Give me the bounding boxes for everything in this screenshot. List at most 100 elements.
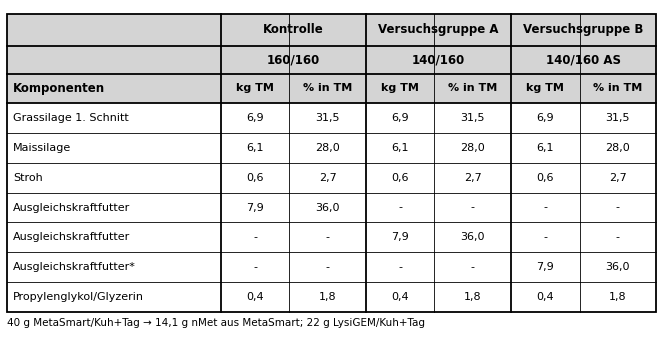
- Bar: [7, 252, 221, 282]
- Text: 36,0: 36,0: [461, 232, 485, 243]
- Text: 31,5: 31,5: [315, 113, 340, 123]
- Text: 28,0: 28,0: [605, 143, 630, 153]
- Text: -: -: [616, 232, 619, 243]
- Bar: [289, 282, 366, 312]
- Bar: [289, 193, 366, 222]
- Text: 1,8: 1,8: [609, 292, 627, 302]
- Text: -: -: [398, 262, 402, 272]
- Text: 0,6: 0,6: [536, 172, 554, 183]
- Text: 6,1: 6,1: [246, 143, 264, 153]
- Bar: [434, 252, 511, 282]
- Text: -: -: [253, 232, 257, 243]
- Bar: [366, 133, 434, 163]
- Text: -: -: [326, 262, 330, 272]
- Bar: [511, 74, 579, 103]
- Text: 28,0: 28,0: [460, 143, 485, 153]
- Bar: [511, 163, 579, 193]
- Bar: [511, 193, 579, 222]
- Text: 0,6: 0,6: [391, 172, 409, 183]
- Bar: [434, 193, 511, 222]
- Text: 31,5: 31,5: [606, 113, 630, 123]
- Text: 0,4: 0,4: [391, 292, 409, 302]
- Bar: [221, 133, 289, 163]
- Bar: [434, 163, 511, 193]
- Bar: [221, 74, 289, 103]
- Bar: [434, 103, 511, 133]
- Text: 6,9: 6,9: [246, 113, 264, 123]
- Bar: [579, 193, 656, 222]
- Bar: [434, 133, 511, 163]
- Bar: [366, 163, 434, 193]
- Text: -: -: [543, 232, 547, 243]
- Bar: [579, 133, 656, 163]
- Text: -: -: [543, 203, 547, 212]
- Bar: [7, 282, 221, 312]
- Bar: [434, 74, 511, 103]
- Bar: [7, 103, 221, 133]
- Text: Komponenten: Komponenten: [13, 82, 105, 95]
- Bar: [7, 252, 656, 282]
- Bar: [7, 74, 656, 103]
- Bar: [7, 222, 656, 252]
- Text: 6,9: 6,9: [536, 113, 554, 123]
- Text: 31,5: 31,5: [461, 113, 485, 123]
- Bar: [289, 103, 366, 133]
- Bar: [7, 103, 656, 133]
- Text: 36,0: 36,0: [606, 262, 630, 272]
- Bar: [579, 103, 656, 133]
- Text: 36,0: 36,0: [315, 203, 340, 212]
- Text: 2,7: 2,7: [464, 172, 482, 183]
- Bar: [434, 282, 511, 312]
- Text: kg TM: kg TM: [381, 84, 419, 93]
- Text: Versuchsgruppe B: Versuchsgruppe B: [523, 23, 643, 36]
- Bar: [366, 252, 434, 282]
- Bar: [289, 222, 366, 252]
- Text: -: -: [253, 262, 257, 272]
- Text: Stroh: Stroh: [13, 172, 43, 183]
- Text: 6,1: 6,1: [536, 143, 554, 153]
- Text: % in TM: % in TM: [448, 84, 497, 93]
- Bar: [7, 163, 221, 193]
- Bar: [366, 222, 434, 252]
- Text: Ausgleichskraftfutter: Ausgleichskraftfutter: [13, 232, 130, 243]
- Bar: [511, 222, 579, 252]
- Text: Maissilage: Maissilage: [13, 143, 71, 153]
- Bar: [7, 193, 656, 222]
- Text: Ausgleichskraftfutter*: Ausgleichskraftfutter*: [13, 262, 136, 272]
- Bar: [7, 193, 221, 222]
- Text: Kontrolle: Kontrolle: [263, 23, 324, 36]
- Text: kg TM: kg TM: [236, 84, 274, 93]
- Bar: [221, 163, 289, 193]
- Bar: [511, 46, 656, 74]
- Bar: [511, 14, 656, 46]
- Bar: [7, 133, 221, 163]
- Bar: [366, 74, 434, 103]
- Bar: [511, 133, 579, 163]
- Bar: [366, 103, 434, 133]
- Bar: [289, 163, 366, 193]
- Text: 140/160: 140/160: [411, 53, 465, 67]
- Text: 7,9: 7,9: [391, 232, 409, 243]
- Bar: [366, 46, 511, 74]
- Bar: [366, 14, 511, 46]
- Bar: [7, 14, 656, 312]
- Bar: [579, 222, 656, 252]
- Text: 1,8: 1,8: [319, 292, 336, 302]
- Bar: [221, 193, 289, 222]
- Text: 0,6: 0,6: [246, 172, 264, 183]
- Bar: [221, 46, 366, 74]
- Text: Propylenglykol/Glyzerin: Propylenglykol/Glyzerin: [13, 292, 144, 302]
- Text: Grassilage 1. Schnitt: Grassilage 1. Schnitt: [13, 113, 129, 123]
- Text: 7,9: 7,9: [536, 262, 554, 272]
- Text: -: -: [326, 232, 330, 243]
- Text: 6,1: 6,1: [391, 143, 409, 153]
- Bar: [579, 74, 656, 103]
- Text: 140/160 AS: 140/160 AS: [546, 53, 621, 67]
- Text: Versuchsgruppe A: Versuchsgruppe A: [378, 23, 498, 36]
- Bar: [511, 103, 579, 133]
- Bar: [221, 14, 366, 46]
- Text: 6,9: 6,9: [391, 113, 409, 123]
- Text: 7,9: 7,9: [246, 203, 264, 212]
- Bar: [221, 282, 289, 312]
- Text: % in TM: % in TM: [303, 84, 352, 93]
